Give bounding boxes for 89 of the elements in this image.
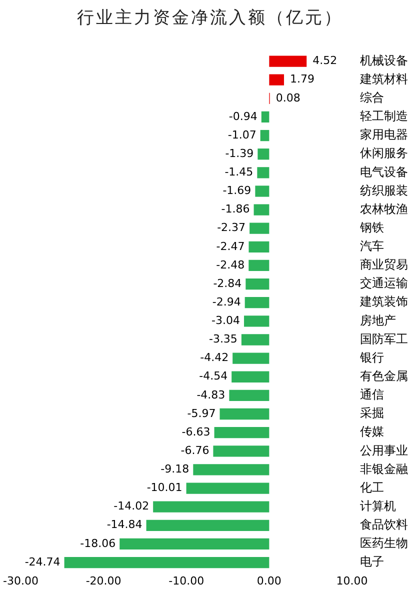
y-tick-label: 农林牧渔 <box>360 202 408 216</box>
y-tick-label: 商业贸易 <box>360 258 408 272</box>
y-tick-label: 通信 <box>360 388 384 402</box>
data-label: 1.79 <box>290 72 315 86</box>
data-label: -5.97 <box>187 406 216 420</box>
data-label: -10.01 <box>146 481 182 494</box>
data-label: -24.74 <box>24 555 60 568</box>
y-tick-label: 计算机 <box>360 498 396 513</box>
y-tick-label: 钢铁 <box>359 220 384 234</box>
y-tick-label: 电子 <box>360 554 384 569</box>
bar <box>229 390 270 402</box>
data-label: -4.83 <box>196 388 226 402</box>
data-label: -4.42 <box>200 351 229 364</box>
data-label: -1.86 <box>221 202 250 216</box>
y-tick-label: 综合 <box>360 90 384 105</box>
data-label: 4.52 <box>312 54 338 68</box>
y-tick-label: 休闲服务 <box>360 146 408 160</box>
y-tick-label: 电气设备 <box>360 164 408 179</box>
data-label: -3.04 <box>212 314 240 328</box>
y-tick-label: 银行 <box>359 350 384 364</box>
bar <box>193 464 270 476</box>
bar <box>250 222 270 234</box>
data-label: -2.48 <box>216 258 245 272</box>
bar <box>248 241 270 252</box>
bar <box>257 167 270 178</box>
data-label: -14.84 <box>106 518 142 532</box>
bar <box>213 446 270 457</box>
x-tick-label: -20.00 <box>86 574 122 588</box>
bar <box>258 148 270 160</box>
y-tick-label: 汽车 <box>360 239 384 254</box>
y-tick-label: 有色金属 <box>360 369 408 383</box>
data-label: -1.39 <box>225 146 254 160</box>
bar <box>244 316 270 327</box>
data-label: -2.84 <box>213 276 242 290</box>
bar <box>232 352 270 364</box>
bar <box>269 74 284 86</box>
data-label: -1.07 <box>228 128 256 142</box>
bar <box>232 371 270 382</box>
y-tick-label: 纺织服装 <box>360 183 408 198</box>
y-tick-label: 家用电器 <box>360 128 408 142</box>
y-tick-label: 食品饮料 <box>360 518 408 532</box>
bar <box>220 408 270 420</box>
bar <box>186 482 270 494</box>
y-tick-label: 采掘 <box>360 406 384 420</box>
data-label: -1.45 <box>224 166 254 179</box>
y-tick-label: 传媒 <box>360 424 384 439</box>
bar <box>254 204 270 216</box>
data-label: -0.94 <box>228 110 258 123</box>
data-label: -6.63 <box>182 425 210 438</box>
data-label: -2.37 <box>217 221 246 234</box>
data-label: -18.06 <box>80 536 116 550</box>
bar <box>64 556 270 568</box>
y-tick-label: 交通运输 <box>360 276 408 290</box>
y-tick-label: 房地产 <box>360 313 396 328</box>
bar <box>260 130 270 142</box>
y-tick-label: 非银金融 <box>360 462 408 476</box>
y-tick-label: 化工 <box>360 480 384 494</box>
data-label: -2.47 <box>216 240 245 253</box>
y-tick-label: 公用事业 <box>360 443 408 458</box>
bar <box>269 56 307 67</box>
data-label: -9.18 <box>160 462 190 476</box>
y-tick-label: 国防军工 <box>360 332 408 346</box>
y-tick-label: 建筑材料 <box>359 72 408 86</box>
data-label: -1.69 <box>222 184 252 198</box>
bar <box>214 427 270 438</box>
bar <box>248 260 270 272</box>
y-tick-label: 轻工制造 <box>360 109 408 124</box>
data-label: 0.08 <box>276 91 300 104</box>
y-tick-label: 机械设备 <box>360 53 408 68</box>
bar <box>153 501 270 512</box>
x-tick-label: 10.00 <box>336 574 368 588</box>
x-tick-label: 0.00 <box>256 574 282 588</box>
y-tick-label: 医药生物 <box>360 536 408 550</box>
data-label: -3.35 <box>208 332 238 346</box>
y-tick-label: 建筑装饰 <box>359 294 408 309</box>
bar <box>246 278 270 290</box>
bar <box>261 111 270 123</box>
x-tick-label: -10.00 <box>168 574 204 588</box>
data-label: -2.94 <box>212 295 241 308</box>
chart-title: 行业主力资金净流入额（亿元） <box>76 7 344 30</box>
data-label: -14.02 <box>114 500 150 513</box>
data-label: -6.76 <box>180 444 210 457</box>
bar <box>146 520 270 531</box>
bar <box>244 297 270 308</box>
data-label: -4.54 <box>199 370 228 383</box>
bar <box>255 186 270 197</box>
bar <box>120 538 270 550</box>
bar <box>241 334 270 346</box>
x-tick-label: -30.00 <box>2 574 38 588</box>
